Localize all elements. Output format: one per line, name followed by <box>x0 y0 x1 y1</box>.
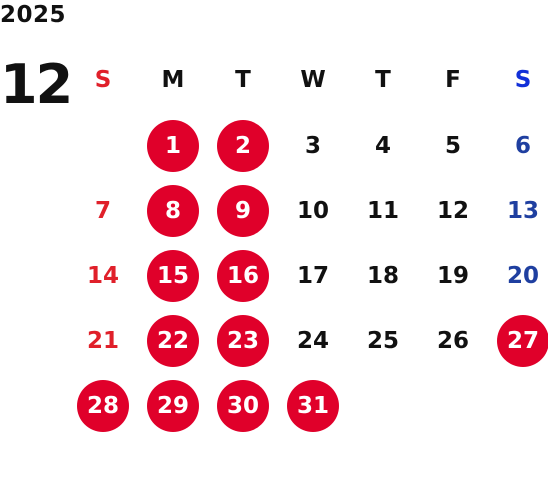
day-cell: 23 <box>208 308 278 373</box>
day-cell: 12 <box>418 178 488 243</box>
day-number: 5 <box>444 132 461 159</box>
holiday-day-number: 16 <box>217 249 269 302</box>
day-number: 3 <box>304 132 321 159</box>
empty-day-cell <box>418 373 488 438</box>
holiday-day-number: 27 <box>497 314 548 367</box>
day-cell: 17 <box>278 243 348 308</box>
holiday-day-number: 22 <box>147 314 199 367</box>
day-cell: 5 <box>418 113 488 178</box>
holiday-day-number: 28 <box>77 379 129 432</box>
day-cell: 20 <box>488 243 548 308</box>
weekday-header-sat: S <box>514 67 532 93</box>
day-cell: 1 <box>138 113 208 178</box>
day-cell: 14 <box>68 243 138 308</box>
holiday-day-number: 31 <box>287 379 339 432</box>
day-cell: 30 <box>208 373 278 438</box>
empty-day-cell <box>348 373 418 438</box>
day-number: 26 <box>436 327 469 354</box>
holiday-day-number: 15 <box>147 249 199 302</box>
day-cell: 19 <box>418 243 488 308</box>
weekday-header-fri: F <box>445 67 461 93</box>
day-cell: 18 <box>348 243 418 308</box>
day-number: 11 <box>366 197 399 224</box>
day-number: 6 <box>514 132 531 159</box>
weekday-header-sun: S <box>94 67 112 93</box>
day-number: 14 <box>86 262 119 289</box>
weekday-header-thu: T <box>375 67 391 93</box>
day-cell: 27 <box>488 308 548 373</box>
day-number: 13 <box>506 197 539 224</box>
day-number: 25 <box>366 327 399 354</box>
holiday-day-number: 23 <box>217 314 269 367</box>
day-cell: 2 <box>208 113 278 178</box>
holiday-day-number: 29 <box>147 379 199 432</box>
day-cell: 7 <box>68 178 138 243</box>
weekday-header-tue: T <box>235 67 251 93</box>
day-cell: 8 <box>138 178 208 243</box>
day-number: 21 <box>86 327 119 354</box>
day-cell: 6 <box>488 113 548 178</box>
day-cell: 10 <box>278 178 348 243</box>
day-number: 7 <box>94 197 111 224</box>
day-cell: 28 <box>68 373 138 438</box>
day-cell: 4 <box>348 113 418 178</box>
day-cell: 16 <box>208 243 278 308</box>
empty-day-cell <box>68 113 138 178</box>
day-number: 24 <box>296 327 329 354</box>
day-cell: 26 <box>418 308 488 373</box>
year-label: 2025 <box>0 2 67 28</box>
weekday-header-wed: W <box>300 67 326 93</box>
day-number: 10 <box>296 197 329 224</box>
holiday-day-number: 2 <box>217 119 269 172</box>
day-number: 17 <box>296 262 329 289</box>
day-cell: 11 <box>348 178 418 243</box>
calendar-grid: S M T W T F S 1 2 3 4 5 6 7 8 9 10 11 12 13 14 15 16 17 1… <box>68 47 548 438</box>
day-cell: 31 <box>278 373 348 438</box>
day-number: 4 <box>374 132 391 159</box>
empty-day-cell <box>488 373 548 438</box>
day-cell: 21 <box>68 308 138 373</box>
day-number: 18 <box>366 262 399 289</box>
holiday-day-number: 8 <box>147 184 199 237</box>
day-number: 19 <box>436 262 469 289</box>
day-cell: 3 <box>278 113 348 178</box>
holiday-day-number: 1 <box>147 119 199 172</box>
day-number: 12 <box>436 197 469 224</box>
month-number: 12 <box>0 53 73 116</box>
day-number: 20 <box>506 262 539 289</box>
weekday-header-mon: M <box>161 67 185 93</box>
holiday-day-number: 9 <box>217 184 269 237</box>
holiday-day-number: 30 <box>217 379 269 432</box>
day-cell: 9 <box>208 178 278 243</box>
day-cell: 29 <box>138 373 208 438</box>
day-cell: 22 <box>138 308 208 373</box>
day-cell: 25 <box>348 308 418 373</box>
day-cell: 15 <box>138 243 208 308</box>
day-cell: 13 <box>488 178 548 243</box>
day-cell: 24 <box>278 308 348 373</box>
